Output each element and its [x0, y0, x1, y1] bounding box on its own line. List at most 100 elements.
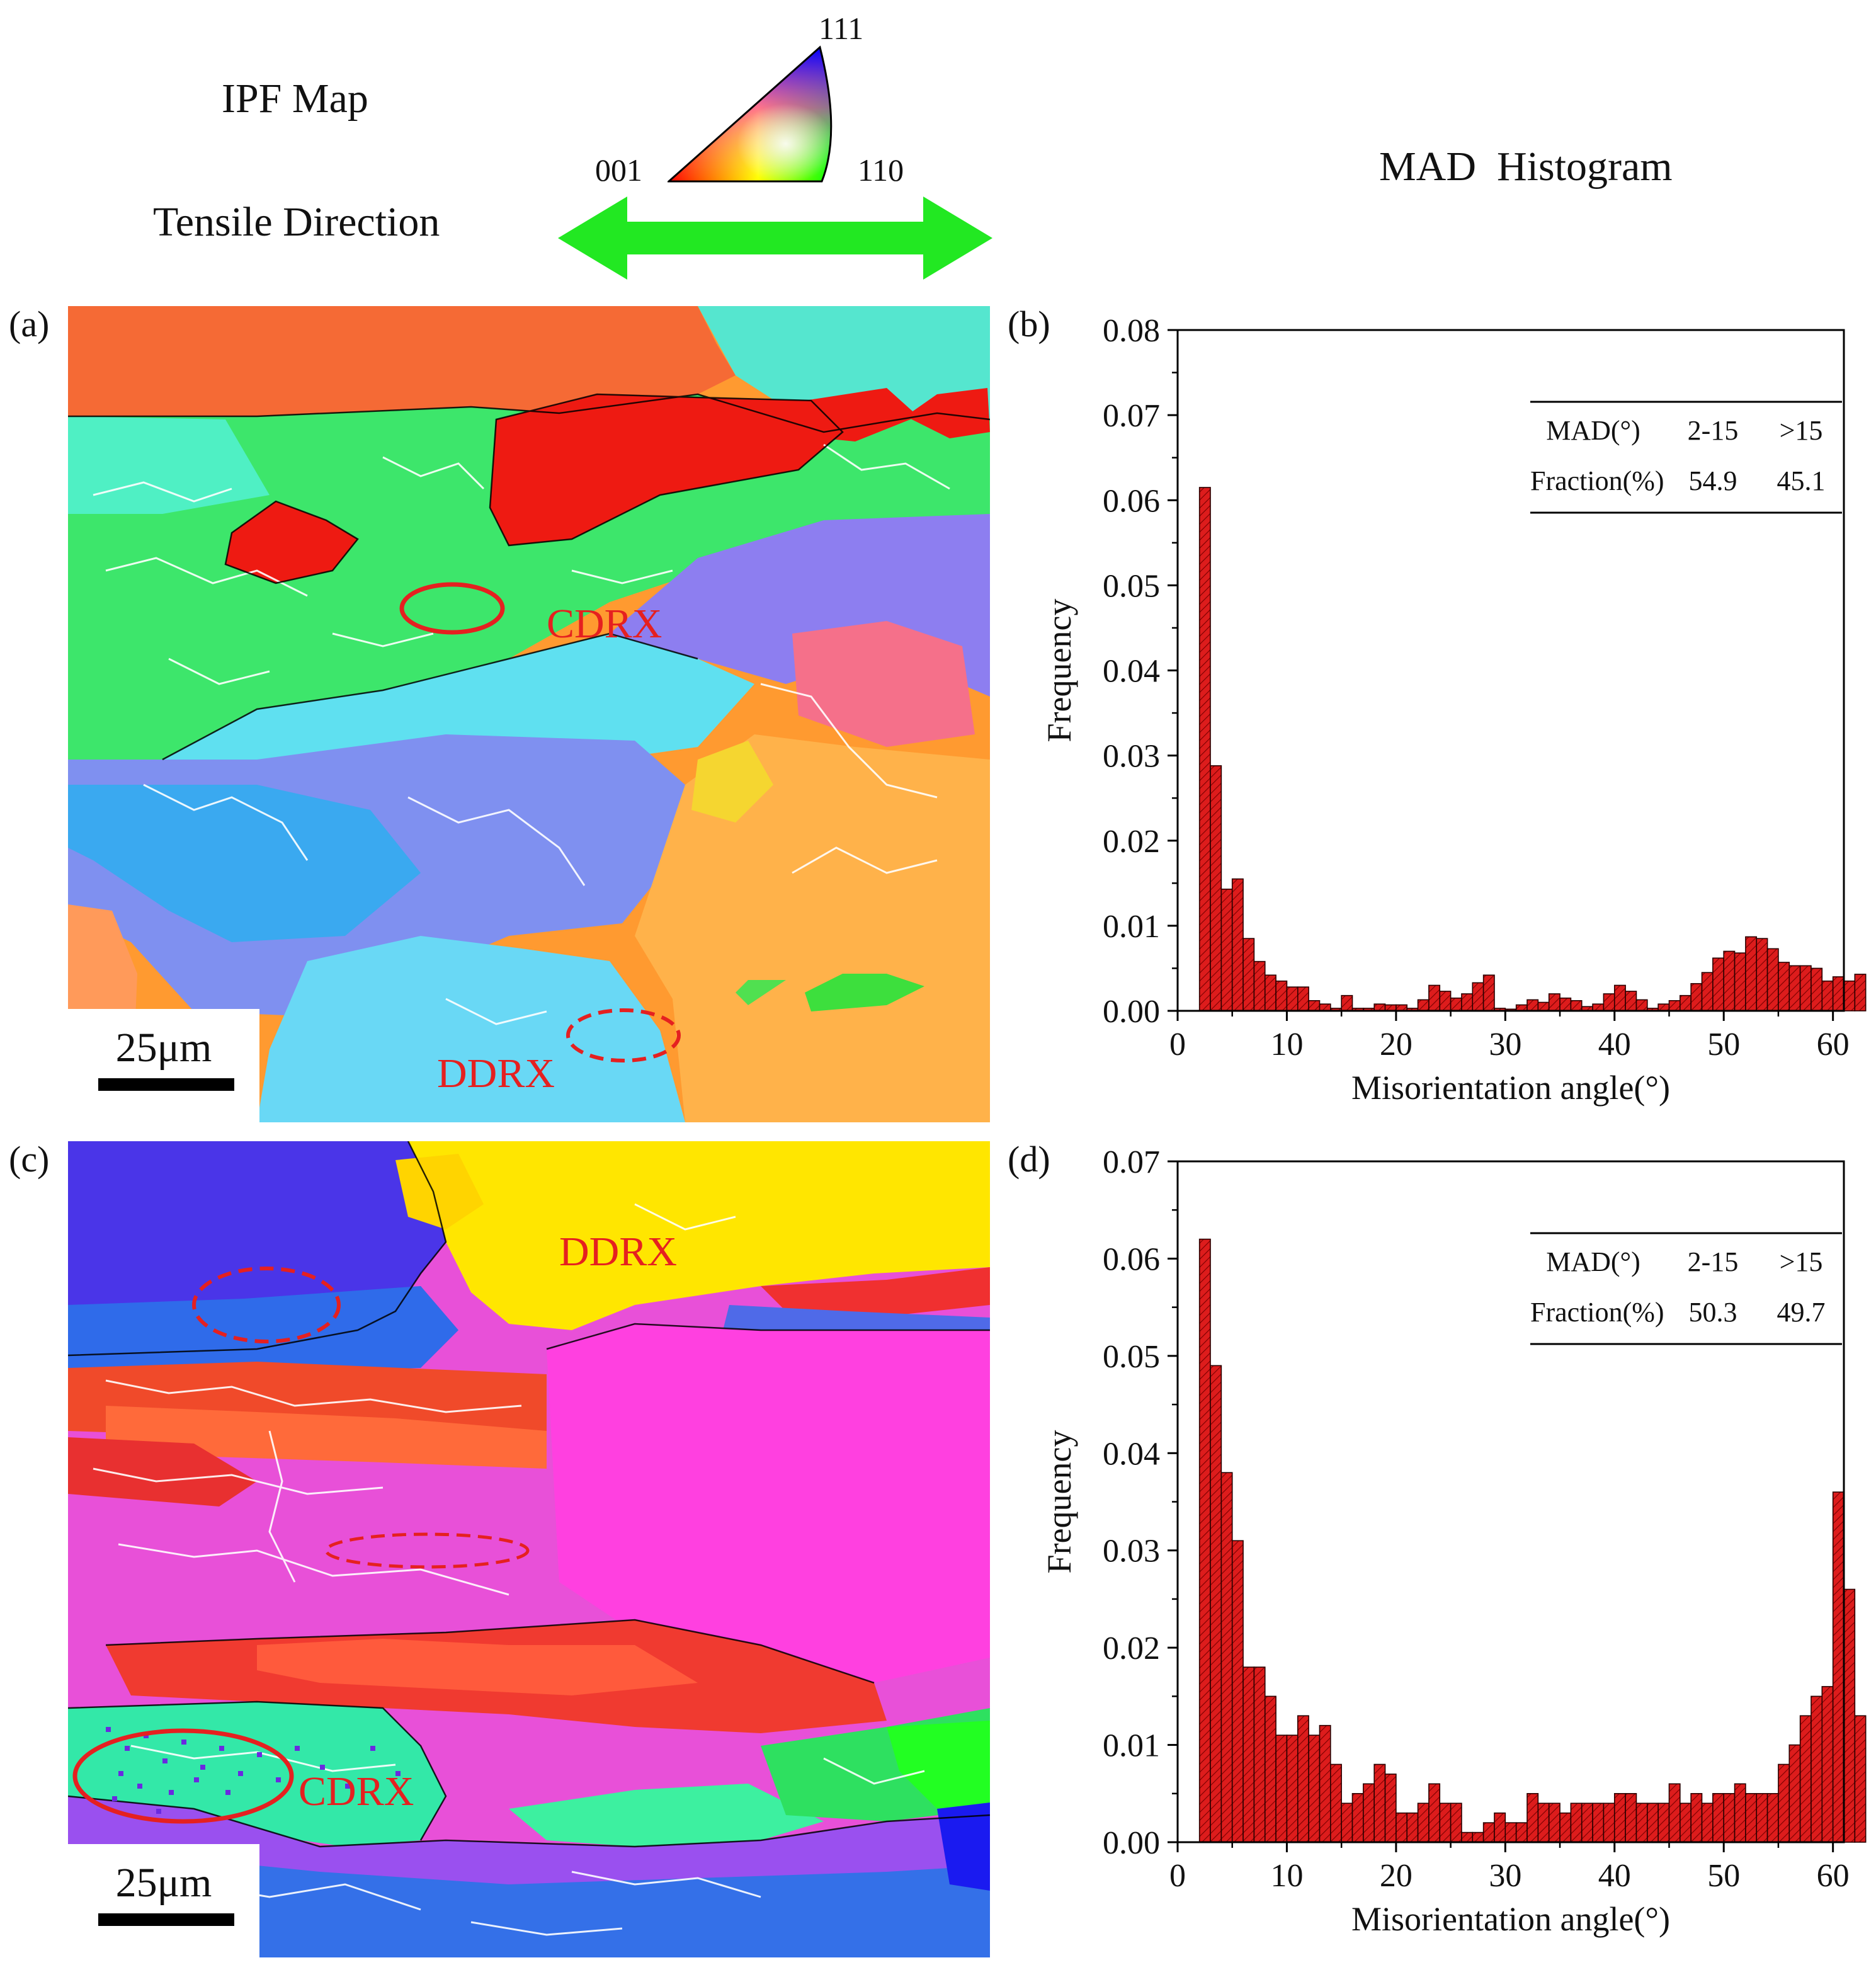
bar [1734, 1783, 1746, 1843]
x-tick-label: 10 [1270, 1027, 1303, 1062]
bar [1635, 999, 1648, 1011]
bar [1220, 888, 1233, 1011]
y-tick-label: 0.05 [1103, 1339, 1160, 1375]
bar [1198, 1238, 1211, 1843]
bar [1680, 1803, 1691, 1843]
bar [1657, 1003, 1670, 1011]
bar [1428, 984, 1441, 1011]
bar [1756, 1792, 1768, 1843]
table-row-cell: 50.3 [1689, 1297, 1737, 1328]
table-header-cell: MAD(°) [1546, 1246, 1640, 1277]
bar [1559, 997, 1572, 1011]
ipf-map-c: DDRX CDRX 25μm [68, 1141, 990, 1957]
bar [1647, 1803, 1659, 1843]
bar [1832, 1491, 1845, 1843]
bar [1308, 1000, 1321, 1011]
bar [1613, 1792, 1626, 1843]
table-row-cell: 45.1 [1777, 465, 1826, 496]
bar [1297, 986, 1309, 1011]
bar [1461, 1831, 1474, 1843]
x-tick-label: 60 [1817, 1858, 1850, 1894]
bar [1581, 1803, 1593, 1843]
bar [1351, 1792, 1364, 1843]
annotation-ddrx-a: DDRX [437, 1051, 555, 1096]
bar [1570, 1000, 1583, 1011]
table-header-cell: >15 [1780, 415, 1823, 446]
bar [1821, 1686, 1834, 1843]
bar [1723, 950, 1736, 1011]
y-axis-label: Frequency [1040, 599, 1078, 743]
bar [1548, 993, 1560, 1011]
bar [1494, 1812, 1506, 1843]
bar [1264, 974, 1276, 1011]
bar [1242, 1666, 1255, 1843]
bar [1242, 938, 1255, 1011]
y-axis-label: Frequency [1040, 1430, 1078, 1574]
y-tick-label: 0.01 [1103, 1728, 1160, 1764]
bar [1712, 957, 1725, 1011]
scale-bar-box-c: 25μm [68, 1844, 259, 1957]
x-tick-label: 40 [1598, 1027, 1631, 1062]
bar [1570, 1803, 1583, 1843]
bar [1515, 1822, 1528, 1843]
panel-label-a: (a) [9, 304, 50, 345]
bar [1439, 1803, 1452, 1843]
y-tick-label: 0.02 [1103, 1631, 1160, 1666]
bar [1603, 1803, 1615, 1843]
y-tick-label: 0.06 [1103, 1241, 1160, 1277]
bar [1275, 1734, 1288, 1843]
y-tick-label: 0.08 [1103, 313, 1160, 349]
bar [1854, 974, 1867, 1011]
tensile-direction-arrow [558, 196, 992, 280]
bar [1396, 1812, 1408, 1843]
triangle-label-110: 110 [858, 152, 904, 188]
y-tick-label: 0.05 [1103, 568, 1160, 604]
bar [1406, 1812, 1419, 1843]
bar [1788, 1744, 1801, 1843]
bar [1799, 1715, 1812, 1843]
bar [1635, 1803, 1648, 1843]
bar [1799, 965, 1812, 1011]
bar [1482, 1822, 1495, 1843]
scale-bar-c [98, 1913, 234, 1926]
bar [1766, 948, 1779, 1011]
table-header-cell: 2-15 [1688, 415, 1739, 446]
bar [1504, 1822, 1517, 1843]
y-tick-label: 0.02 [1103, 824, 1160, 860]
x-tick-label: 50 [1707, 1027, 1740, 1062]
ipf-map-title: IPF Map [222, 76, 368, 122]
bar [1198, 487, 1211, 1011]
bar [1559, 1812, 1572, 1843]
table-row-cell: Fraction(%) [1530, 465, 1664, 496]
bar [1363, 1783, 1375, 1843]
bar [1788, 965, 1801, 1011]
panel-label-d: (d) [1008, 1139, 1050, 1180]
triangle-label-001: 001 [595, 152, 642, 188]
bar [1341, 1803, 1353, 1843]
bar [1745, 936, 1758, 1011]
bar [1330, 1763, 1342, 1843]
table-header-cell: MAD(°) [1546, 415, 1640, 446]
bar [1210, 765, 1222, 1011]
bar [1308, 1734, 1321, 1843]
bar [1537, 1803, 1550, 1843]
bar [1843, 1588, 1856, 1843]
x-tick-label: 20 [1380, 1858, 1413, 1894]
x-tick-label: 0 [1169, 1027, 1186, 1062]
bar [1319, 1003, 1331, 1011]
x-tick-label: 40 [1598, 1858, 1631, 1894]
bar [1668, 1000, 1681, 1011]
bar [1341, 994, 1353, 1011]
bar [1231, 1540, 1244, 1843]
y-tick-label: 0.04 [1103, 1436, 1160, 1472]
bar [1417, 1803, 1430, 1843]
bar [1526, 1792, 1539, 1843]
bar [1811, 1695, 1823, 1843]
bar [1657, 1803, 1670, 1843]
y-tick-label: 0.00 [1103, 994, 1160, 1030]
bar [1832, 976, 1845, 1011]
y-tick-label: 0.03 [1103, 1534, 1160, 1569]
bar [1417, 999, 1430, 1011]
bar [1264, 1695, 1276, 1843]
histogram-b: 0.00 0.01 0.02 0.03 0.04 0.05 0.06 0.07 0.08 0 10 2… [1020, 302, 1876, 1121]
